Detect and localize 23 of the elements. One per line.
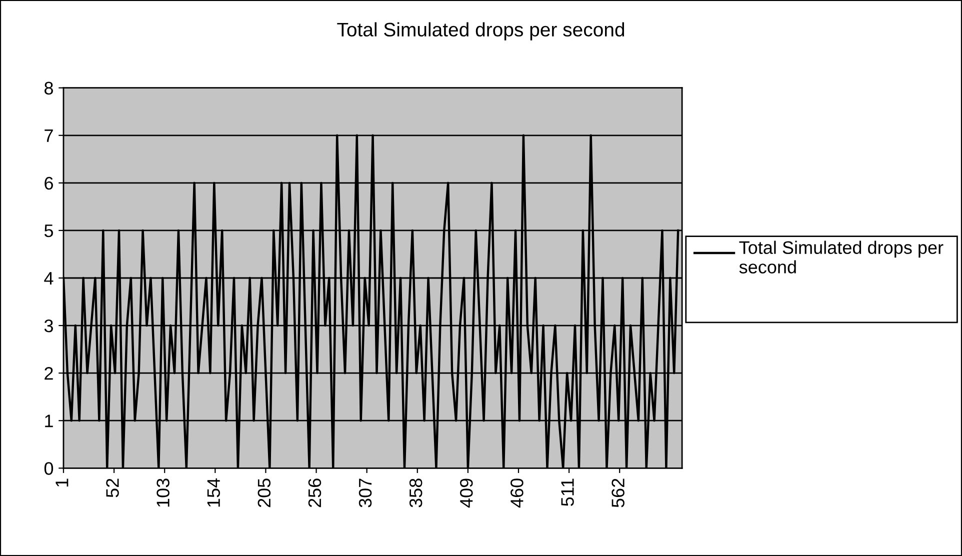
x-tick-label: 562	[612, 478, 624, 508]
x-tick-label: 103	[156, 478, 170, 507]
x-tick-label: 154	[207, 478, 220, 507]
x-tick-label: 205	[258, 478, 271, 508]
x-tick-label: 511	[561, 478, 574, 506]
y-tick-label: 3	[44, 319, 53, 332]
y-tick-label: 2	[44, 367, 53, 380]
y-tick-label: 0	[44, 462, 54, 475]
x-tick-label: 256	[308, 478, 322, 508]
x-tick-label: 307	[358, 478, 372, 508]
x-tick-label: 1	[56, 478, 68, 487]
y-tick-label: 8	[44, 82, 53, 95]
legend-label: Total Simulated drops per second	[739, 240, 944, 274]
x-tick-label: 460	[510, 478, 524, 508]
y-tick-label: 4	[44, 272, 54, 285]
y-tick-label: 6	[44, 176, 53, 190]
y-tick-label: 1	[45, 414, 53, 428]
x-tick-label: 409	[460, 478, 473, 508]
x-tick-label: 52	[106, 478, 119, 498]
x-tick-label: 358	[409, 478, 422, 508]
y-tick-label: 7	[44, 130, 53, 142]
chart-title: Total Simulated drops per second	[337, 22, 624, 40]
y-tick-label: 5	[44, 224, 54, 238]
